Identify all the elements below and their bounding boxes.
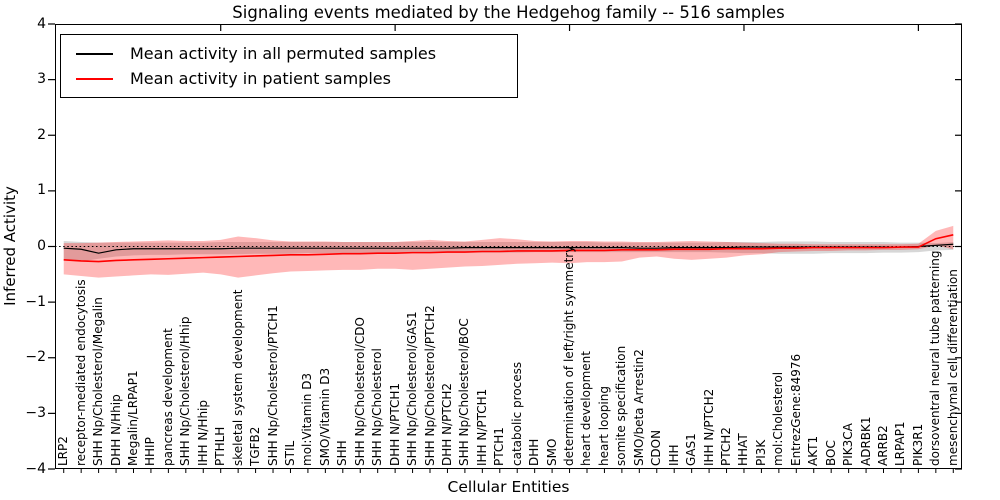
patient-line-swatch <box>76 77 113 80</box>
y-tick-label: 4 <box>37 15 46 32</box>
x-tick-label: AKT1 <box>806 435 821 466</box>
x-tick-label: TGFB2 <box>248 426 263 466</box>
x-tick-label: IHH N/Hhip <box>195 400 210 466</box>
x-tick-label: determination of left/right symmetry <box>562 245 577 466</box>
x-tick-label: LRP2 <box>56 436 71 466</box>
x-tick-label: IHH N/PTCH1 <box>474 388 489 466</box>
x-tick-label: pancreas development <box>160 328 175 466</box>
x-tick-label: catabolic process <box>509 361 524 466</box>
x-tick-label: ARRB2 <box>876 425 890 466</box>
y-tick-label: −4 <box>25 460 46 477</box>
x-tick-label: IHH N/PTCH2 <box>701 388 716 466</box>
x-tick-label: SMO <box>544 438 559 466</box>
x-tick-label: SHH Np/Cholesterol/CDO <box>352 317 367 466</box>
x-tick-label: PIK3CA <box>841 423 856 466</box>
y-tick-label: 0 <box>37 238 46 254</box>
x-tick-label: SHH Np/Cholesterol/Hhip <box>178 316 193 466</box>
x-tick-label: GAS1 <box>684 433 699 466</box>
x-axis-label: Cellular Entities <box>447 478 570 496</box>
y-tick-label: −1 <box>25 293 46 310</box>
legend-label: Mean activity in patient samples <box>130 68 391 88</box>
x-tick-label: skeletal system development <box>230 289 245 466</box>
x-tick-label: DHH N/Hhip <box>108 394 123 466</box>
x-tick-label: PTHLH <box>213 426 228 466</box>
x-tick-label: STIL <box>282 440 297 466</box>
x-tick-label: CDON <box>649 429 664 466</box>
x-tick-label: PTCH1 <box>492 427 507 466</box>
legend: Mean activity in all permuted samples Me… <box>60 34 518 98</box>
x-tick-label: PI3K <box>753 439 768 466</box>
x-tick-label: SHH <box>335 440 350 466</box>
x-tick-label: SHH Np/Cholesterol/Megalin <box>91 297 106 466</box>
x-tick-label: IHH <box>666 444 681 466</box>
x-tick-label: DHH N/PTCH1 <box>387 382 402 466</box>
x-tick-label: SMO/beta Arrestin2 <box>631 349 646 466</box>
permuted-line-swatch <box>76 52 113 55</box>
x-tick-label: somite specification <box>614 345 629 466</box>
legend-label: Mean activity in all permuted samples <box>130 43 437 63</box>
y-tick-label: 1 <box>37 182 46 199</box>
x-tick-label: mol:Vitamin D3 <box>300 372 315 466</box>
x-tick-label: heart development <box>579 351 594 466</box>
legend-entry-patient: Mean activity in patient samples <box>61 68 517 88</box>
x-tick-label: HHIP <box>143 437 158 466</box>
x-tick-label: PTCH2 <box>719 427 734 466</box>
legend-entry-permuted: Mean activity in all permuted samples <box>61 43 517 63</box>
x-tick-label: ADRBK1 <box>858 416 873 466</box>
x-tick-label: PIK3R1 <box>910 423 925 466</box>
permuted-mean-line <box>63 243 954 254</box>
x-tick-label: DHH N/PTCH2 <box>439 382 454 466</box>
x-tick-label: BOC <box>823 440 838 466</box>
x-tick-label: Megalin/LRPAP1 <box>125 370 140 466</box>
x-tick-label: EntrezGene:84976 <box>788 353 803 466</box>
y-tick-label: −2 <box>25 349 46 366</box>
y-tick-label: 2 <box>37 126 46 143</box>
chart-title: Signaling events mediated by the Hedgeho… <box>232 3 785 22</box>
x-tick-label: SMO/Vitamin D3 <box>317 367 332 466</box>
x-tick-label: receptor-mediated endocytosis <box>73 279 88 466</box>
y-tick-label: 3 <box>37 71 46 88</box>
x-tick-label: SHH Np/Cholesterol/PTCH2 <box>422 305 437 466</box>
x-tick-label: SHH Np/Cholesterol <box>370 348 385 466</box>
x-tick-label: mesenchymal cell differentiation <box>945 269 960 466</box>
x-tick-label: SHH Np/Cholesterol/GAS1 <box>405 311 420 466</box>
patient-mean-line <box>63 234 954 263</box>
x-tick-label: mol:Cholesterol <box>771 371 786 466</box>
x-tick-label: DHH <box>527 438 542 466</box>
x-tick-label: LRPAP1 <box>893 421 908 466</box>
x-tick-label: SHH Np/Cholesterol/BOC <box>457 318 472 466</box>
x-tick-label: SHH Np/Cholesterol/PTCH1 <box>265 305 280 466</box>
x-tick-label: dorsoventral neural tube patterning <box>928 250 943 466</box>
x-tick-label: heart looping <box>596 386 611 466</box>
x-tick-label: HHAT <box>736 433 751 466</box>
y-tick-label: −3 <box>25 404 46 421</box>
